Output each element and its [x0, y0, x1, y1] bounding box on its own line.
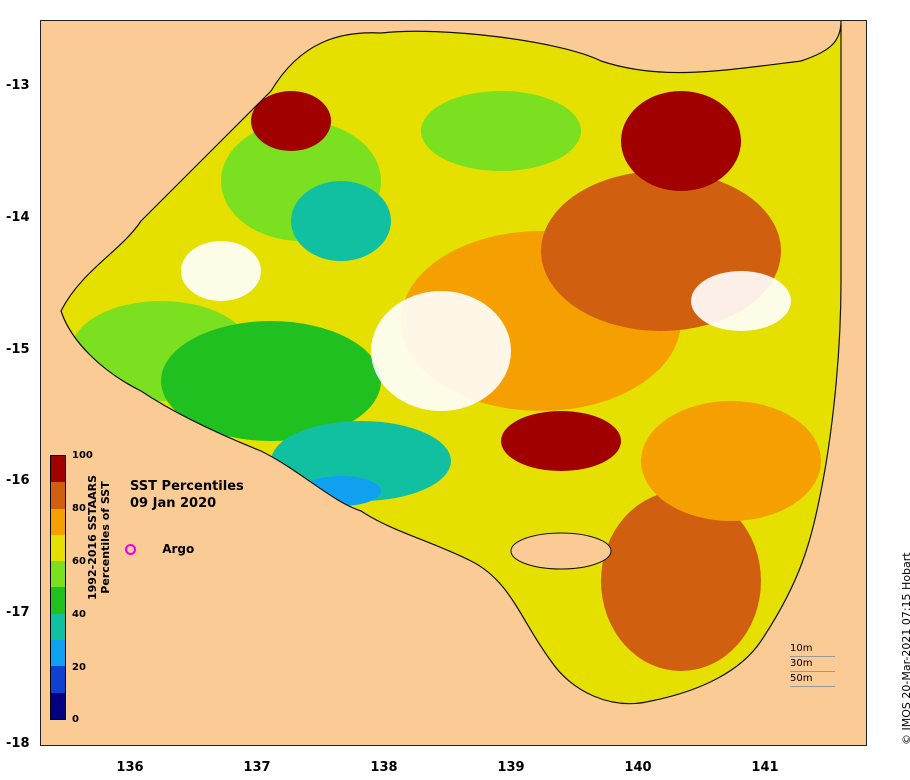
- colorbar-segment: [51, 456, 65, 483]
- map-canvas: [41, 21, 866, 745]
- y-tick-label: -17: [6, 605, 30, 620]
- y-tick-label: -14: [6, 210, 30, 225]
- x-tick-label: 137: [243, 760, 271, 775]
- argo-label: Argo: [162, 542, 195, 556]
- colorbar-caption: 1992-2016 SSTAARS Percentiles of SST: [86, 475, 112, 600]
- depth-legend-item: 10m: [790, 642, 835, 657]
- colorbar-caption-line1: 1992-2016 SSTAARS: [86, 474, 99, 600]
- x-tick-label: 141: [751, 760, 779, 775]
- x-tick-label: 139: [497, 760, 525, 775]
- x-tick-label: 136: [116, 760, 144, 775]
- x-tick-label: 138: [370, 760, 398, 775]
- sst-patch-central-red: [501, 411, 621, 471]
- colorbar-segment: [51, 561, 65, 588]
- no-data-patch-east: [691, 271, 791, 331]
- sst-patch-gulf-north: [421, 91, 581, 171]
- sst-patch-north-teal: [291, 181, 391, 261]
- colorbar-segment: [51, 666, 65, 693]
- colorbar-tick: 60: [72, 556, 86, 567]
- y-tick-label: -13: [6, 78, 30, 93]
- colorbar-segment: [51, 482, 65, 509]
- colorbar-tick: 20: [72, 662, 86, 673]
- colorbar-tick: 0: [72, 714, 79, 725]
- map-title: SST Percentiles: [130, 479, 244, 494]
- x-tick-label: 140: [624, 760, 652, 775]
- colorbar-tick: 100: [72, 450, 93, 461]
- argo-legend: Argo: [125, 542, 194, 556]
- sst-patch-nw-red: [251, 91, 331, 151]
- depth-legend-item: 50m: [790, 672, 835, 687]
- sst-patch-se-orange: [641, 401, 821, 521]
- colorbar-segment: [51, 613, 65, 641]
- colorbar-tick: 80: [72, 503, 86, 514]
- y-tick-label: -18: [6, 736, 30, 751]
- no-data-patch: [371, 291, 511, 411]
- sst-patch-south-brown: [601, 491, 761, 671]
- y-tick-label: -16: [6, 473, 30, 488]
- coastline: [60, 21, 842, 705]
- colorbar: [50, 455, 66, 720]
- island: [510, 532, 612, 570]
- map-date: 09 Jan 2020: [130, 496, 217, 511]
- colorbar-caption-line2: Percentiles of SST: [99, 481, 112, 594]
- colorbar-segment: [51, 587, 65, 614]
- colorbar-segment: [51, 508, 65, 535]
- depth-legend-item: 30m: [790, 657, 835, 672]
- colorbar-tick: 40: [72, 609, 86, 620]
- argo-marker-icon: [125, 544, 136, 555]
- y-tick-label: -15: [6, 342, 30, 357]
- colorbar-segment: [51, 640, 65, 667]
- map-title-block: SST Percentiles 09 Jan 2020: [130, 478, 244, 512]
- depth-legend: 10m 30m 50m: [790, 642, 835, 687]
- colorbar-segment: [51, 534, 65, 562]
- sst-map: [40, 20, 867, 746]
- colorbar-segment: [51, 692, 65, 719]
- sst-patch-ne-red: [621, 91, 741, 191]
- no-data-patch-west: [181, 241, 261, 301]
- credit-text: © IMOS 20-Mar-2021 07:15 Hobart: [900, 552, 910, 745]
- sst-patch-west-mid: [161, 321, 381, 441]
